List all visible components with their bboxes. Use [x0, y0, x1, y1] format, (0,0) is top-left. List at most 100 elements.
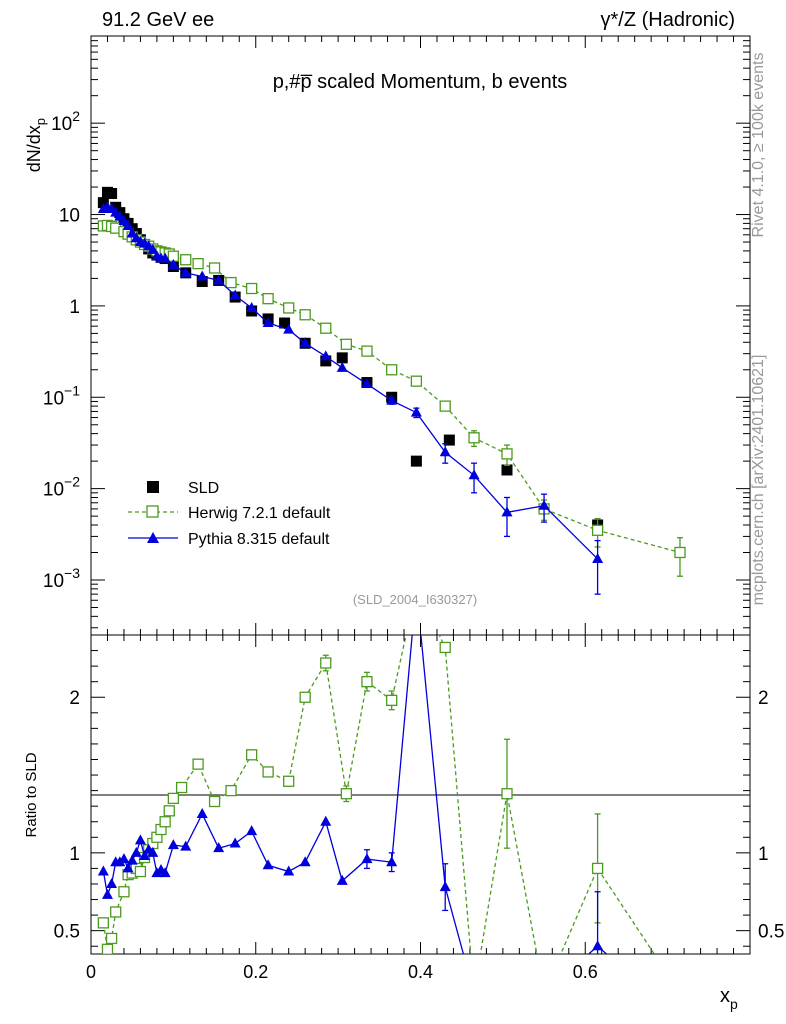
- sld-point: [279, 317, 291, 329]
- pythia-point: [592, 552, 604, 563]
- y-tick-label: 10−3: [43, 565, 80, 592]
- pythia-ratio-point: [139, 849, 151, 860]
- pythia-ratio-point: [299, 856, 311, 867]
- herwig-ratio-point: [501, 788, 513, 800]
- pythia-ratio-point: [196, 807, 208, 818]
- y-tick-label: 10: [59, 206, 80, 227]
- y-tick-label: 10−1: [43, 382, 80, 409]
- pythia-ratio-point: [361, 853, 373, 864]
- herwig-ratio-point: [299, 691, 311, 703]
- sld-point: [97, 197, 109, 209]
- rivet-label: Rivet 4.1.0, ≥ 100k events: [750, 53, 767, 238]
- herwig-point: [501, 448, 513, 460]
- pythia-ratio-point: [167, 839, 179, 850]
- herwig-ratio-point: [361, 676, 373, 688]
- ratio-y-tick-label-right: 1: [758, 844, 769, 865]
- herwig-point: [468, 432, 480, 444]
- pythia-point: [147, 243, 159, 254]
- pythia-ratio-point: [180, 840, 192, 851]
- herwig-ratio-point: [439, 641, 451, 654]
- herwig-ratio-point: [118, 886, 130, 898]
- herwig-point: [245, 282, 258, 295]
- sld-point: [336, 352, 348, 364]
- pythia-ratio-point: [283, 865, 295, 876]
- legend-marker-herwig: [146, 505, 159, 518]
- x-tick-label: 0.4: [408, 962, 433, 982]
- pythia-ratio-point: [126, 854, 138, 865]
- herwig-point: [410, 375, 423, 387]
- herwig-ratio-point: [97, 917, 110, 929]
- y-tick-label: 1: [69, 297, 80, 318]
- pythia-ratio-point: [592, 940, 604, 951]
- legend-label-sld: SLD: [188, 480, 219, 497]
- sld-point: [501, 464, 513, 476]
- pythia-point: [180, 266, 192, 277]
- pythia-point: [196, 270, 208, 281]
- herwig-ratio-point: [591, 862, 604, 875]
- sld-point: [410, 455, 422, 467]
- herwig-ratio-point: [283, 775, 295, 787]
- herwig-ratio-point: [175, 781, 188, 794]
- analysis-id: (SLD_2004_I630327): [353, 592, 477, 607]
- herwig-point: [591, 524, 604, 536]
- pythia-point: [468, 469, 480, 480]
- herwig-point: [283, 302, 295, 314]
- pythia-ratio-point: [130, 846, 142, 857]
- herwig-ratio-point: [262, 766, 274, 778]
- herwig-ratio-line: [102, 635, 656, 954]
- pythia-ratio-point: [246, 825, 258, 836]
- legend: SLD Herwig 7.2.1 default Pythia 8.315 de…: [128, 480, 331, 548]
- pythia-ratio-point: [101, 888, 113, 899]
- pythia-point: [361, 377, 373, 388]
- herwig-ratio-point: [110, 906, 122, 918]
- sld-point: [320, 355, 332, 367]
- ratio-y-tick-label-right: 0.5: [758, 922, 784, 943]
- legend-marker-sld: [147, 481, 159, 493]
- ratio-y-tick-label-right: 2: [758, 688, 769, 709]
- pythia-point: [320, 350, 332, 361]
- y-axis-label: dN/dxp: [24, 118, 48, 172]
- pythia-ratio-point: [262, 859, 274, 870]
- legend-label-herwig: Herwig 7.2.1 default: [188, 505, 331, 522]
- herwig-ratio-point: [208, 795, 221, 808]
- pythia-point: [167, 259, 179, 270]
- chart-title: p,#p̅ scaled Momentum, b events: [273, 71, 568, 93]
- herwig-point: [262, 293, 274, 305]
- herwig-point: [361, 345, 373, 357]
- ratio-panel-series: [97, 635, 656, 954]
- pythia-ratio-point: [229, 837, 241, 848]
- herwig-ratio-point: [192, 758, 204, 770]
- herwig-ratio-point: [101, 943, 114, 954]
- x-tick-label: 0.2: [243, 962, 268, 982]
- pythia-ratio-point: [320, 815, 332, 826]
- herwig-point: [439, 400, 451, 412]
- mcplots-label: mcplots.cern.ch [arXiv:2401.10621]: [750, 355, 767, 606]
- herwig-ratio-point: [163, 805, 175, 817]
- pythia-ratio-point: [439, 881, 451, 892]
- x-axis-label: xp: [720, 985, 738, 1012]
- herwig-point: [225, 276, 237, 289]
- herwig-ratio-point: [340, 788, 353, 800]
- pythia-ratio-point: [122, 862, 134, 873]
- herwig-ratio-point: [159, 816, 171, 828]
- herwig-point: [386, 364, 398, 376]
- sld-point: [196, 275, 208, 287]
- sld-point: [443, 434, 455, 446]
- main-panel-series: [97, 186, 686, 658]
- pythia-point: [501, 506, 513, 517]
- herwig-ratio-point: [386, 694, 398, 707]
- herwig-point: [208, 262, 221, 274]
- sld-point: [539, 647, 550, 658]
- pythia-point: [122, 219, 134, 230]
- ratio-y-tick-label: 2: [69, 688, 80, 709]
- legend-label-pythia: Pythia 8.315 default: [188, 531, 330, 548]
- pythia-ratio-point: [386, 856, 398, 867]
- herwig-ratio-point: [225, 784, 237, 797]
- pythia-point: [439, 446, 451, 457]
- herwig-point: [320, 322, 332, 334]
- ratio-y-tick-label: 1: [69, 844, 80, 865]
- pythia-point: [159, 252, 171, 263]
- series-layer: [97, 186, 686, 954]
- pythia-point: [262, 316, 274, 327]
